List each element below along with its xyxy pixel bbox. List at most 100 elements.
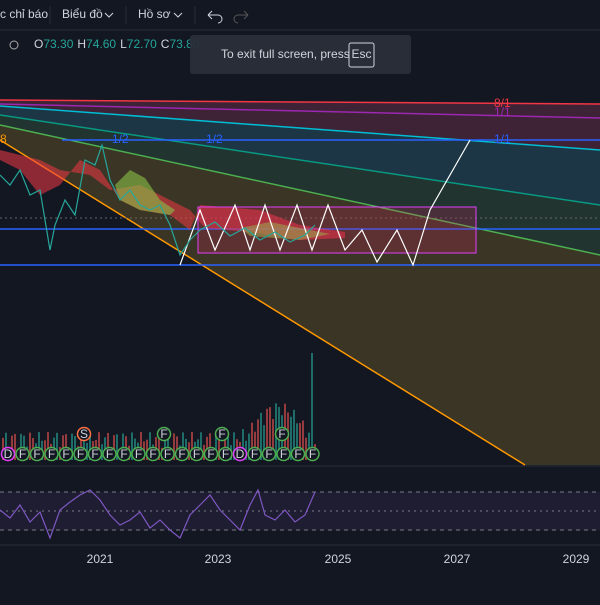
volume-bar bbox=[290, 416, 292, 460]
volume-bar bbox=[74, 435, 76, 460]
badge-label: F bbox=[48, 447, 55, 461]
badge-label: F bbox=[265, 447, 272, 461]
volume-bar bbox=[47, 432, 49, 460]
badge bbox=[214, 426, 230, 442]
badge-label: F bbox=[309, 447, 316, 461]
chevron bbox=[173, 12, 183, 18]
value: 73.30 bbox=[43, 37, 73, 51]
undo-button[interactable] bbox=[207, 10, 223, 24]
fan-line bbox=[0, 103, 600, 119]
badge bbox=[87, 446, 103, 462]
badge-label: F bbox=[193, 447, 200, 461]
badge bbox=[0, 446, 16, 462]
event-badges: S F F FD F F F F F F F F F F F F F F F D F F F F F bbox=[0, 426, 320, 462]
volume-bar bbox=[272, 418, 274, 460]
toast-message: To exit full screen, press bbox=[221, 47, 350, 61]
badge-label: F bbox=[280, 447, 287, 461]
badge bbox=[174, 446, 190, 462]
esc-key-label: Esc bbox=[351, 47, 371, 61]
badge-label: F bbox=[178, 447, 185, 461]
volume-bar bbox=[191, 432, 193, 460]
volume-bar bbox=[296, 423, 298, 460]
volume-bar bbox=[263, 425, 265, 460]
volume-bar bbox=[302, 420, 304, 460]
badge-label: F bbox=[33, 447, 40, 461]
value: 74.60 bbox=[86, 37, 116, 51]
badge bbox=[189, 446, 204, 462]
badge-label: D bbox=[4, 447, 13, 461]
fan-label: 1/2 bbox=[112, 132, 129, 146]
toolbar bbox=[0, 0, 600, 30]
profile-button[interactable]: Hồ sơ bbox=[138, 7, 171, 21]
volume-bar bbox=[38, 432, 40, 460]
ichimoku-cloud bbox=[0, 150, 345, 240]
badge bbox=[261, 446, 277, 462]
indicators-button[interactable]: c chỉ báo bbox=[0, 7, 48, 21]
badge-label: F bbox=[77, 447, 84, 461]
volume-bar bbox=[254, 431, 256, 460]
badge-label: F bbox=[91, 447, 98, 461]
fan-line bbox=[0, 124, 600, 256]
badge bbox=[116, 446, 132, 462]
volume-bar bbox=[71, 433, 73, 460]
volume-bar bbox=[173, 433, 175, 460]
fan-label: 1/1 bbox=[494, 132, 511, 146]
volume-bar bbox=[224, 433, 226, 460]
badge bbox=[76, 426, 92, 442]
volume-bar bbox=[5, 432, 7, 460]
redo-button[interactable] bbox=[233, 10, 249, 24]
x-axis-label: 2025 bbox=[325, 552, 352, 566]
fan-line bbox=[0, 105, 600, 151]
fan-label: 1/1 bbox=[494, 105, 511, 119]
fan-zone bbox=[0, 106, 600, 205]
fullscreen-toast bbox=[190, 35, 411, 74]
x-axis-label: 2021 bbox=[87, 552, 114, 566]
price-series bbox=[0, 142, 316, 257]
badge bbox=[44, 446, 59, 462]
fan-label: 1/2 bbox=[206, 132, 223, 146]
volume-bar bbox=[311, 352, 313, 460]
volume-bar bbox=[200, 432, 202, 460]
badge bbox=[290, 446, 306, 462]
label: O bbox=[34, 37, 43, 51]
legend-dot bbox=[9, 40, 19, 50]
volume-bar bbox=[248, 433, 250, 460]
fan-label: 8 bbox=[0, 132, 7, 146]
esc-key bbox=[348, 42, 375, 68]
range-box bbox=[197, 206, 477, 254]
badge bbox=[274, 426, 290, 442]
badge-label: D bbox=[236, 447, 245, 461]
badge-label: F bbox=[106, 447, 113, 461]
volume-bar bbox=[218, 434, 220, 460]
badge bbox=[58, 446, 74, 462]
volume-bar bbox=[113, 435, 115, 460]
volume-bar bbox=[140, 432, 142, 460]
ichimoku-cloud bbox=[115, 170, 330, 240]
volume-bar bbox=[182, 432, 184, 460]
volume-bar bbox=[11, 435, 13, 460]
badge-label: F bbox=[120, 447, 127, 461]
volume-bar bbox=[251, 422, 253, 460]
volume-bar bbox=[56, 432, 58, 460]
volume-bar bbox=[269, 407, 271, 460]
badge-label: F bbox=[222, 447, 229, 461]
fan-label: 8/1 bbox=[494, 96, 511, 110]
badge bbox=[232, 446, 248, 462]
badge bbox=[305, 446, 320, 462]
volume-bar bbox=[293, 409, 295, 460]
label: H bbox=[77, 37, 86, 51]
badge-label: F bbox=[294, 447, 301, 461]
badge-label: F bbox=[207, 447, 214, 461]
volume-bar bbox=[101, 444, 103, 460]
value: 72.70 bbox=[127, 37, 157, 51]
volume-bar bbox=[299, 423, 301, 460]
badge-label: F bbox=[278, 427, 285, 441]
chart-button[interactable]: Biểu đồ bbox=[62, 7, 103, 21]
volume-bar bbox=[260, 412, 262, 460]
badge bbox=[276, 446, 291, 462]
x-axis-label: 2023 bbox=[205, 552, 232, 566]
fan-line bbox=[0, 99, 600, 105]
volume-bar bbox=[233, 432, 235, 460]
badge bbox=[247, 446, 262, 462]
